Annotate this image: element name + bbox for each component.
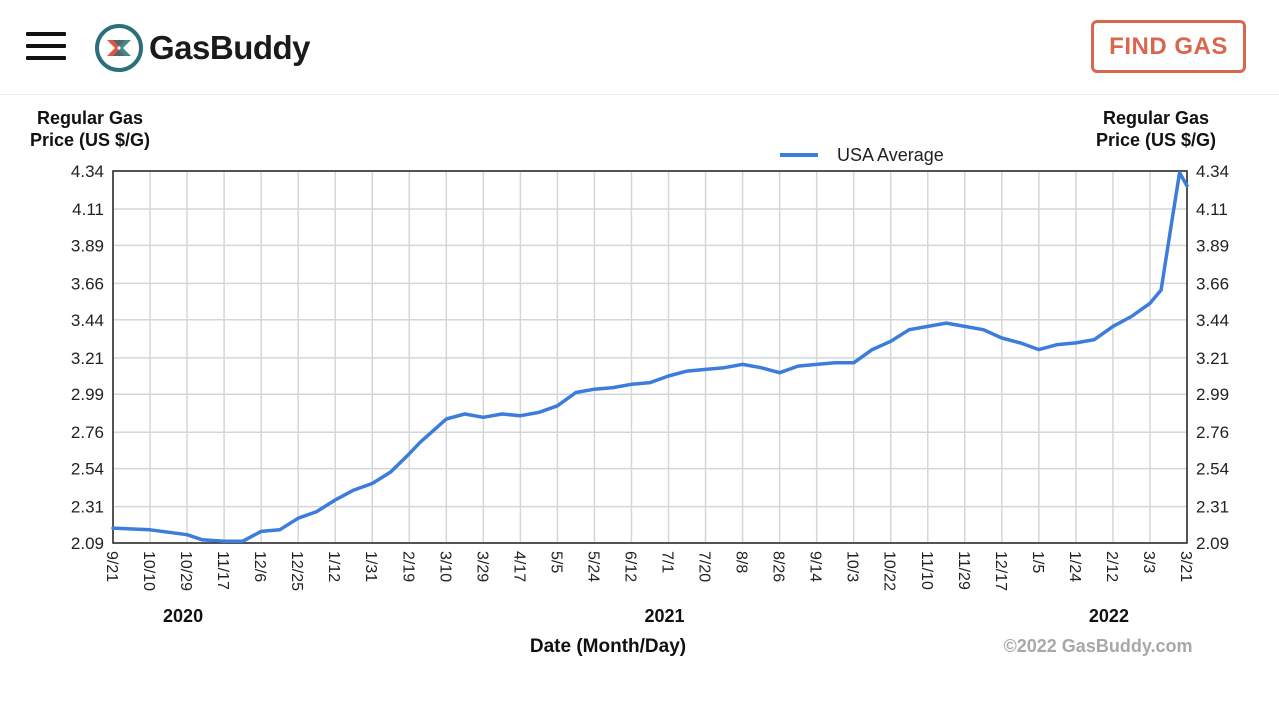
y-axis-title-left: Price (US $/G) [30,130,150,150]
x-tick-label: 12/17 [992,551,1009,591]
y-tick-label-left: 2.54 [71,460,104,479]
brand-name: GasBuddy [149,29,311,66]
gasbuddy-logo-icon [95,24,143,72]
brand-logo[interactable]: GasBuddy [95,23,311,73]
y-tick-label-right: 4.11 [1196,200,1228,219]
x-tick-label: 11/17 [214,551,231,590]
x-tick-label: 10/29 [177,551,194,591]
y-tick-label-right: 2.99 [1196,385,1229,404]
y-tick-label-right: 3.66 [1196,274,1229,293]
x-tick-label: 1/31 [362,551,379,582]
y-tick-label-left: 4.11 [72,200,104,219]
x-tick-label: 9/21 [103,551,120,582]
y-tick-label-right: 3.44 [1196,311,1229,330]
hamburger-menu-icon[interactable] [26,30,68,62]
y-tick-label-right: 3.89 [1196,236,1229,255]
y-axis-title-left: Regular Gas [37,108,143,128]
x-tick-label: 12/25 [288,551,305,591]
x-tick-label: 1/5 [1029,551,1046,573]
series-line-usa-average [111,170,1189,544]
y-tick-label-left: 3.44 [71,311,104,330]
year-label: 2020 [163,606,203,626]
year-label: 2022 [1089,606,1129,626]
plot-area [113,171,1187,543]
x-tick-label: 2/12 [1103,551,1120,582]
plot-frame [112,170,1188,544]
y-tick-label-left: 2.99 [71,385,104,404]
y-tick-label-left: 3.66 [71,274,104,293]
x-tick-label: 10/3 [844,551,861,582]
x-tick-label: 11/10 [918,551,935,590]
y-tick-label-left: 2.09 [71,534,104,553]
x-tick-label: 2/19 [399,551,416,582]
x-tick-label: 3/3 [1140,551,1157,573]
y-tick-label-right: 2.31 [1196,498,1229,517]
x-tick-label: 10/10 [140,551,157,591]
x-tick-label: 7/1 [659,551,676,573]
x-tick-label: 12/6 [251,551,268,582]
x-tick-label: 3/21 [1177,551,1194,582]
y-tick-label-left: 3.21 [71,349,104,368]
y-tick-label-left: 4.34 [71,162,104,181]
x-tick-label: 10/22 [881,551,898,591]
find-gas-button[interactable]: FIND GAS [1091,20,1246,73]
app-header: GasBuddy FIND GAS [0,0,1279,95]
x-tick-label: 11/29 [955,551,972,590]
copyright-text: ©2022 GasBuddy.com [1004,636,1193,656]
y-tick-label-left: 3.89 [71,236,104,255]
x-tick-label: 5/5 [547,551,564,573]
x-tick-label: 7/20 [696,551,713,582]
y-axis-title-right: Price (US $/G) [1096,130,1216,150]
x-tick-label: 6/12 [621,551,638,582]
x-tick-label: 8/26 [770,551,787,582]
x-axis-title: Date (Month/Day) [530,636,686,657]
x-tick-label: 1/24 [1066,551,1083,582]
y-tick-label-right: 4.34 [1196,162,1229,181]
y-tick-label-right: 2.09 [1196,534,1229,553]
x-tick-label: 4/17 [510,551,527,582]
year-label: 2021 [644,606,684,626]
y-axis-title-right: Regular Gas [1103,108,1209,128]
legend-label: USA Average [837,145,944,165]
x-tick-label: 3/29 [473,551,490,582]
y-tick-label-left: 2.31 [71,498,104,517]
y-tick-label-left: 2.76 [71,423,104,442]
x-tick-label: 3/10 [436,551,453,582]
x-tick-label: 1/12 [325,551,342,582]
y-tick-label-right: 2.76 [1196,423,1229,442]
x-tick-label: 8/8 [733,551,750,573]
y-tick-label-right: 2.54 [1196,460,1229,479]
x-tick-label: 5/24 [584,551,601,582]
x-tick-label: 9/14 [807,551,824,582]
y-tick-label-right: 3.21 [1196,349,1229,368]
